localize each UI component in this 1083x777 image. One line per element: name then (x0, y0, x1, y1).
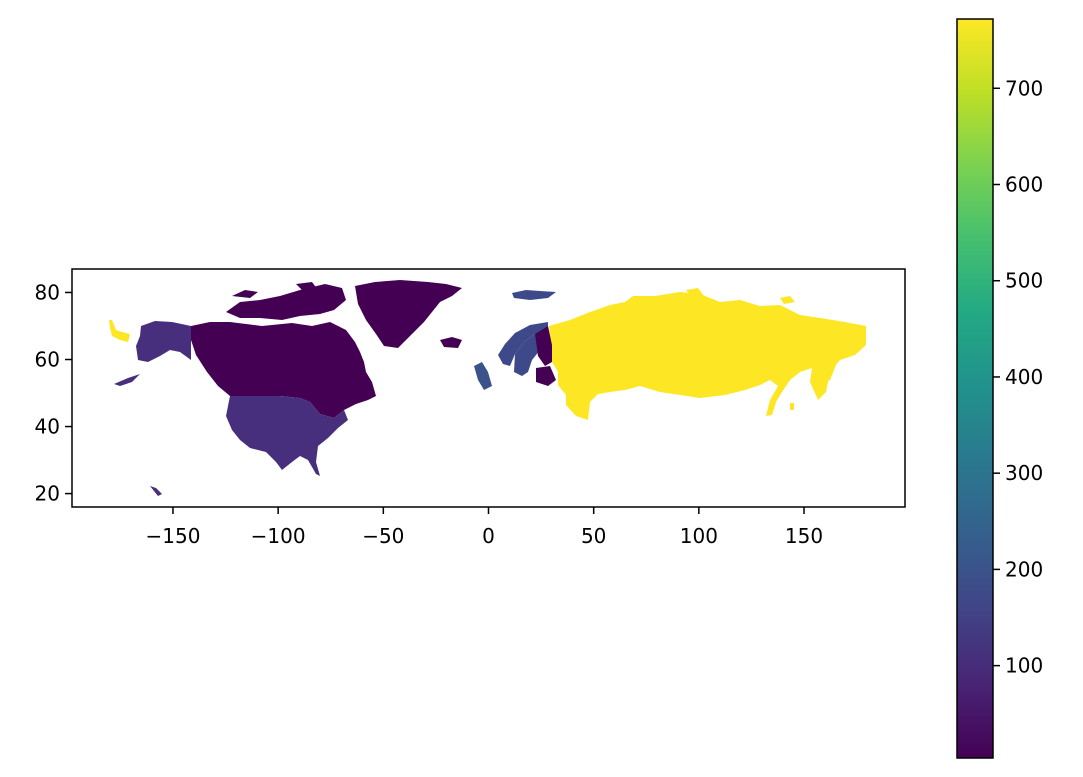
colorbar-tick-label: 600 (1005, 173, 1043, 197)
x-tick-label: 150 (785, 524, 823, 548)
x-tick-label: 100 (680, 524, 718, 548)
colorbar-tick-label: 500 (1005, 269, 1043, 293)
x-axis: −150 −100 −50 0 50 100 150 (146, 507, 823, 548)
map-plot-area (109, 280, 866, 496)
y-axis: 20 40 60 80 (35, 280, 72, 506)
region-united-kingdom (474, 362, 492, 390)
region-canada (191, 322, 376, 418)
region-hawaii (150, 486, 162, 496)
x-tick-label: −100 (251, 524, 306, 548)
x-tick-label: −150 (146, 524, 201, 548)
region-alaska (114, 321, 191, 386)
x-tick-label: 50 (581, 524, 606, 548)
region-usa (226, 396, 348, 476)
colorbar-tick-label: 200 (1005, 557, 1043, 581)
region-svalbard (512, 290, 556, 300)
region-canada-arctic (226, 282, 346, 320)
region-russia-kamchatka (818, 346, 838, 388)
colorbar (956, 18, 994, 759)
colorbar-tick-label: 400 (1005, 365, 1043, 389)
x-tick-label: 0 (482, 524, 495, 548)
region-finland (535, 326, 552, 366)
region-greenland (355, 280, 462, 348)
region-russia (549, 292, 866, 420)
region-estonia (536, 366, 556, 386)
colorbar-tick-label: 100 (1005, 654, 1043, 678)
y-tick-label: 80 (35, 280, 60, 304)
y-tick-label: 20 (35, 482, 60, 506)
x-tick-label: −50 (362, 524, 404, 548)
region-iceland (440, 337, 462, 348)
region-norway (498, 322, 548, 366)
y-tick-label: 60 (35, 348, 60, 372)
colorbar-axis: 100 200 300 400 500 600 700 (993, 76, 1043, 678)
colorbar-tick-label: 300 (1005, 461, 1043, 485)
y-tick-label: 40 (35, 415, 60, 439)
colorbar-tick-label: 700 (1005, 76, 1043, 100)
